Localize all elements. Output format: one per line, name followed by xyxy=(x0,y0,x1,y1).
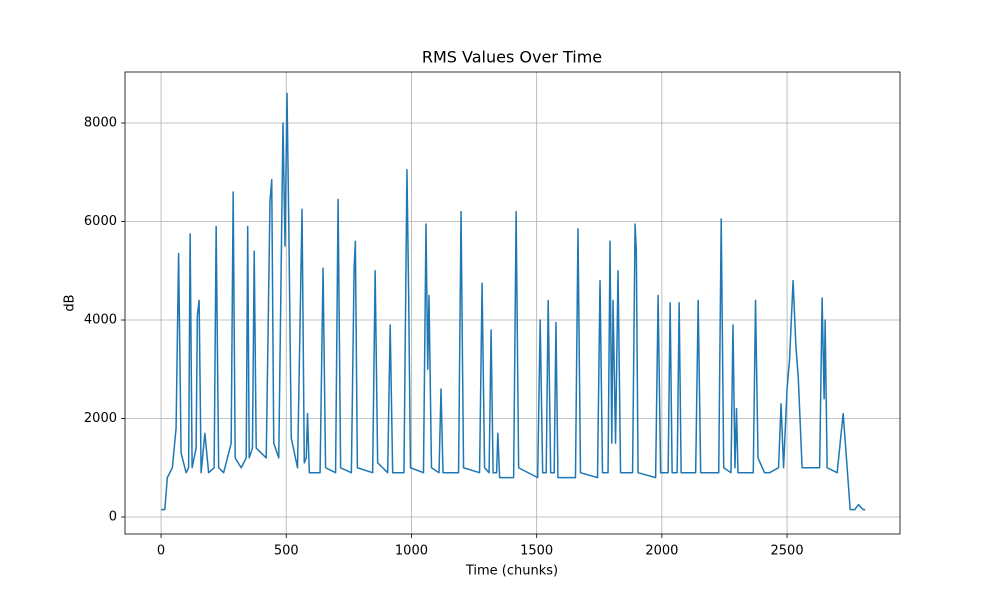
y-tick-label: 8000 xyxy=(84,116,117,131)
y-tick-label: 4000 xyxy=(84,313,117,328)
x-tick-label: 2500 xyxy=(771,544,804,559)
data-line xyxy=(161,92,866,511)
plot-frame xyxy=(124,71,901,535)
y-axis-label: dB xyxy=(63,294,78,311)
x-tick-label: 0 xyxy=(157,544,165,559)
x-tick-label: 500 xyxy=(274,544,299,559)
y-tick-label: 6000 xyxy=(84,214,117,229)
chart-title: RMS Values Over Time xyxy=(422,48,602,67)
x-tick-label: 2000 xyxy=(645,544,678,559)
x-tick-label: 1500 xyxy=(520,544,553,559)
x-tick-label: 1000 xyxy=(395,544,428,559)
y-tick-label: 0 xyxy=(109,510,117,525)
y-tick-label: 2000 xyxy=(84,411,117,426)
x-axis-label: Time (chunks) xyxy=(465,564,558,579)
